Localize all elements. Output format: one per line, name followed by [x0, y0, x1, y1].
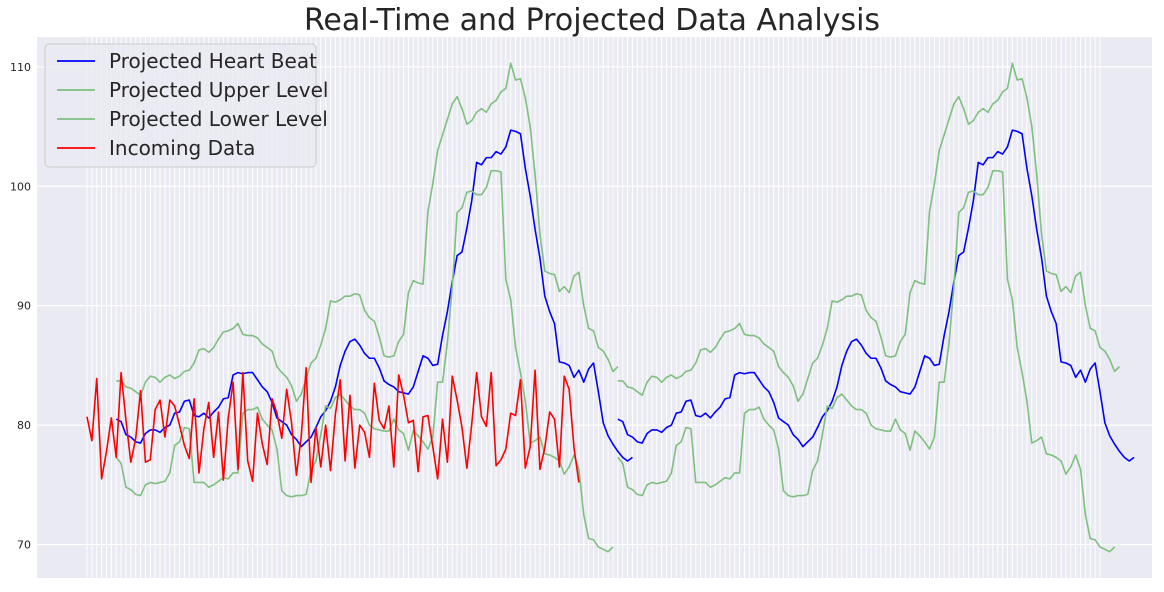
legend-label: Incoming Data: [109, 136, 255, 160]
legend-label: Projected Upper Level: [109, 78, 329, 102]
legend-box: [44, 43, 317, 168]
y-tick-label: 90: [17, 300, 31, 313]
x-gridlines: [86, 37, 1101, 578]
y-tick-label: 110: [10, 61, 31, 74]
series-layer: [86, 62, 1135, 553]
y-tick-label: 100: [10, 180, 31, 193]
series-line-projected-heart-beat: [617, 129, 1135, 462]
y-tick-label: 70: [17, 539, 31, 552]
y-tick-label: 80: [17, 419, 31, 432]
series-line-projected-lower-level: [617, 169, 1116, 553]
series-line-projected-heart-beat: [115, 129, 633, 462]
chart-title: Real-Time and Projected Data Analysis: [304, 3, 880, 38]
series-line-projected-upper-level: [617, 62, 1121, 403]
legend: Projected Heart Beat Projected Upper Leve…: [44, 43, 329, 168]
series-line-incoming-data: [86, 367, 580, 484]
y-tick-labels: 70 80 90 100 110: [10, 61, 31, 552]
series-line-projected-upper-level: [116, 62, 619, 403]
legend-label: Projected Heart Beat: [109, 49, 317, 73]
legend-label: Projected Lower Level: [109, 107, 328, 131]
